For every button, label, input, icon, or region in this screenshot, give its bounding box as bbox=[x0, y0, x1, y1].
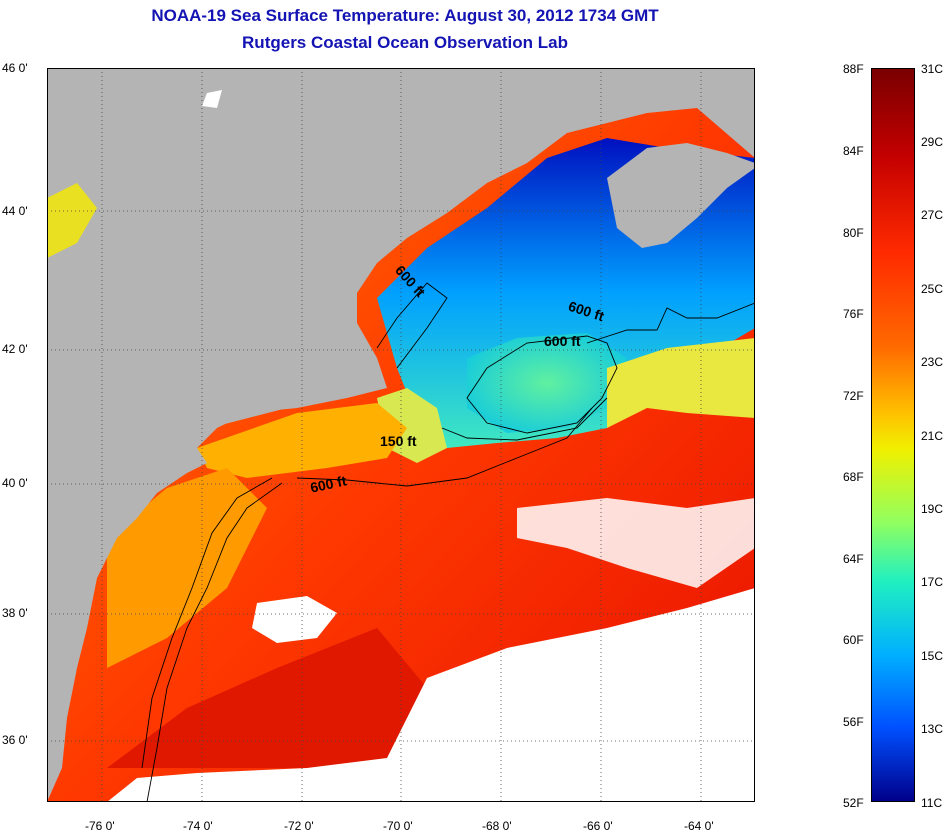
sst-map bbox=[47, 68, 755, 802]
colorbar-c-label: 15C bbox=[921, 649, 944, 663]
lat-label: 42 0' bbox=[2, 342, 28, 356]
colorbar-f-label: 80F bbox=[843, 226, 864, 240]
land-long-island bbox=[197, 378, 377, 426]
lake-ontario bbox=[47, 183, 97, 258]
colorbar-f-label: 88F bbox=[843, 62, 864, 76]
lon-label: -72 0' bbox=[284, 819, 314, 833]
colorbar-c-label: 21C bbox=[921, 429, 944, 443]
colorbar-f-label: 72F bbox=[843, 389, 864, 403]
lat-label: 46 0' bbox=[2, 61, 28, 75]
lon-label: -74 0' bbox=[183, 819, 213, 833]
contour-label: 150 ft bbox=[380, 433, 417, 449]
cloud-cover-south bbox=[107, 588, 755, 802]
lat-label: 40 0' bbox=[2, 476, 28, 490]
cloud-patch bbox=[252, 596, 337, 643]
map-frame bbox=[47, 68, 755, 802]
gulf-stream-water bbox=[107, 628, 427, 768]
colorbar-c-label: 29C bbox=[921, 135, 944, 149]
transition-water bbox=[607, 338, 755, 428]
cloud-cover-east bbox=[517, 498, 755, 588]
temperature-colorbar bbox=[871, 68, 915, 802]
colorbar-f-label: 64F bbox=[843, 552, 864, 566]
bathymetry-contours bbox=[141, 282, 755, 802]
colorbar-f-label: 56F bbox=[843, 715, 864, 729]
colorbar-c-label: 13C bbox=[921, 722, 944, 736]
georges-bank-water bbox=[467, 333, 627, 433]
lon-label: -76 0' bbox=[85, 819, 115, 833]
colorbar-c-label: 23C bbox=[921, 355, 944, 369]
map-subtitle: Rutgers Coastal Ocean Observation Lab bbox=[242, 33, 568, 52]
colorbar-f-label: 84F bbox=[843, 144, 864, 158]
lon-label: -70 0' bbox=[383, 819, 413, 833]
lon-label: -64 0' bbox=[684, 819, 714, 833]
lat-label: 44 0' bbox=[2, 204, 28, 218]
lat-label: 38 0' bbox=[2, 606, 28, 620]
lat-label: 36 0' bbox=[2, 733, 28, 747]
colorbar-c-label: 19C bbox=[921, 502, 944, 516]
colorbar-f-label: 68F bbox=[843, 470, 864, 484]
map-title: NOAA-19 Sea Surface Temperature: August … bbox=[151, 6, 659, 25]
colorbar-f-label: 76F bbox=[843, 307, 864, 321]
land-north-america bbox=[47, 68, 755, 802]
colorbar-c-label: 25C bbox=[921, 282, 944, 296]
sst-map-svg bbox=[47, 68, 755, 802]
colorbar-f-label: 60F bbox=[843, 633, 864, 647]
land-nova-scotia bbox=[607, 143, 755, 248]
lon-label: -66 0' bbox=[583, 819, 613, 833]
contour-label: 600 ft bbox=[544, 333, 581, 349]
colorbar-c-label: 27C bbox=[921, 208, 944, 222]
colorbar-f-label: 52F bbox=[843, 796, 864, 810]
lon-label: -68 0' bbox=[482, 819, 512, 833]
mid-atlantic-shelf-water bbox=[107, 468, 267, 668]
colorbar-c-label: 11C bbox=[921, 796, 943, 810]
colorbar-c-label: 31C bbox=[921, 62, 944, 76]
colorbar-c-label: 17C bbox=[921, 575, 944, 589]
lake-patch bbox=[202, 90, 222, 108]
